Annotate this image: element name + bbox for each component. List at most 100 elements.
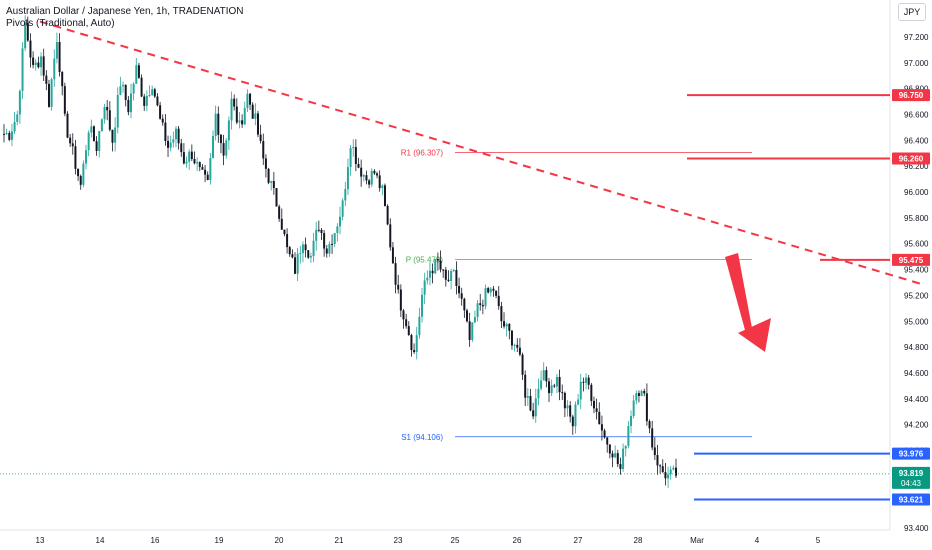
candle-body — [143, 96, 146, 106]
y-tick-label: 94.200 — [904, 421, 929, 430]
candle-body — [373, 170, 376, 174]
candle-body — [132, 83, 135, 94]
candle-body — [137, 65, 140, 78]
x-tick-label: 27 — [574, 536, 583, 545]
candle-body — [587, 377, 590, 385]
candle-body — [227, 120, 230, 141]
candle-body — [510, 330, 513, 346]
candle-body — [53, 58, 56, 80]
candle-body — [13, 121, 16, 132]
candle-body — [190, 151, 193, 159]
candle-body — [299, 253, 302, 255]
candle-body — [444, 269, 447, 280]
candle-body — [336, 226, 339, 234]
candle-body — [656, 455, 659, 466]
candle-body — [526, 396, 529, 398]
candle-body — [233, 98, 236, 107]
candle-body — [436, 259, 439, 261]
candle-body — [214, 113, 217, 137]
candle-body — [645, 393, 648, 422]
candle-body — [661, 466, 664, 473]
x-tick-label: 14 — [96, 536, 105, 545]
candle-body — [45, 75, 48, 84]
currency-button[interactable]: JPY — [898, 3, 926, 21]
candle-body — [413, 350, 416, 353]
candle-body — [238, 120, 241, 123]
candle-body — [447, 279, 450, 281]
candle-body — [558, 376, 561, 393]
x-tick-label: 4 — [755, 536, 760, 545]
candle-body — [653, 447, 656, 456]
candle-body — [286, 234, 289, 248]
down-arrow — [725, 253, 771, 352]
candle-body — [463, 298, 466, 311]
candle-body — [675, 467, 677, 476]
candle-body — [386, 205, 389, 225]
candle-body — [492, 288, 495, 291]
candle-body — [63, 86, 66, 114]
candle-body — [481, 304, 484, 307]
x-tick-label: 20 — [275, 536, 284, 545]
candle-body — [537, 388, 540, 399]
candle-body — [534, 398, 537, 417]
candle-body — [376, 173, 379, 176]
candle-body — [640, 390, 643, 396]
candle-body — [331, 243, 334, 245]
candle-body — [442, 269, 445, 271]
level-price-label: 95.475 — [899, 256, 924, 265]
trendline — [39, 20, 926, 287]
candle-body — [415, 335, 418, 353]
candle-body — [659, 465, 662, 467]
candle-body — [585, 377, 588, 383]
candle-body — [283, 229, 286, 235]
candle-body — [304, 244, 307, 251]
candle-body — [532, 410, 535, 417]
candle-body — [394, 263, 397, 285]
candle-body — [606, 437, 609, 445]
candle-body — [275, 188, 278, 207]
candle-body — [561, 392, 564, 394]
y-tick-label: 96.000 — [904, 188, 929, 197]
candle-body — [219, 134, 222, 144]
candle-body — [328, 243, 331, 254]
candle-body — [140, 77, 143, 97]
candle-body — [389, 224, 392, 248]
candle-body — [307, 250, 310, 258]
candle-body — [3, 133, 5, 135]
candle-body — [360, 167, 363, 177]
candle-body — [270, 181, 273, 183]
candle-body — [161, 118, 164, 123]
candle-body — [5, 132, 8, 135]
candle-body — [251, 104, 254, 119]
candle-body — [378, 175, 381, 189]
candle-body — [174, 128, 177, 140]
candle-body — [450, 270, 453, 281]
candle-body — [122, 84, 125, 87]
candle-body — [381, 185, 384, 189]
candle-body — [503, 321, 506, 327]
x-tick-label: 5 — [816, 536, 821, 545]
candle-body — [540, 380, 543, 389]
candle-body — [37, 62, 40, 68]
candle-body — [317, 229, 320, 231]
candle-body — [320, 229, 323, 234]
candle-body — [222, 143, 225, 156]
candle-body — [598, 411, 601, 425]
candle-body — [172, 139, 175, 143]
candle-body — [129, 93, 132, 113]
indicator-label[interactable]: Pivots (Traditional, Auto) — [6, 18, 115, 29]
candle-body — [243, 108, 246, 125]
candle-body — [479, 303, 482, 305]
chart-title: Australian Dollar / Japanese Yen, 1h, TR… — [6, 6, 244, 17]
candle-body — [29, 40, 32, 58]
candle-body — [145, 95, 148, 106]
candle-body — [156, 96, 159, 106]
candle-body — [196, 162, 199, 164]
candle-body — [167, 140, 170, 148]
candle-body — [637, 393, 640, 396]
candle-body — [624, 445, 627, 449]
candle-body — [439, 260, 442, 270]
candle-body — [26, 22, 29, 41]
candle-body — [333, 233, 336, 245]
